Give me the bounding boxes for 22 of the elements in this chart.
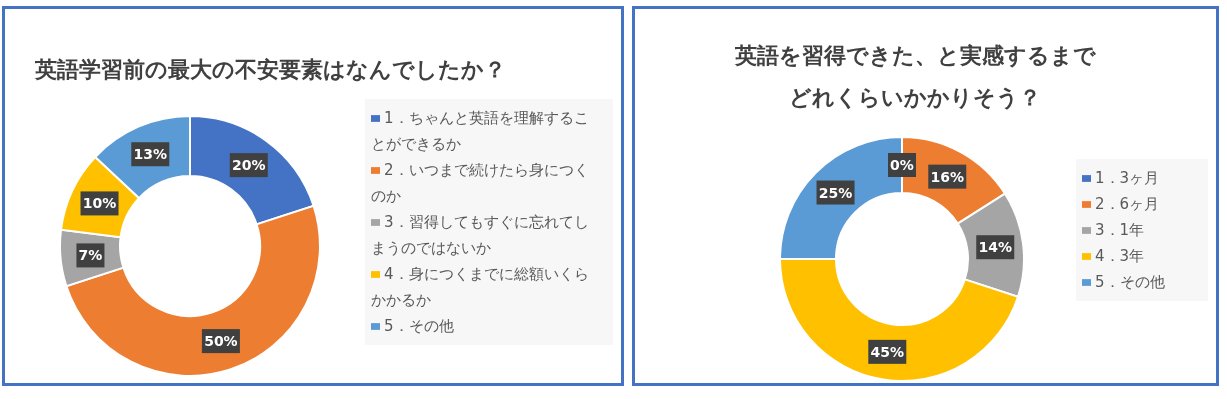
legend-label: 1．ちゃんと英語を理解することができるか — [371, 109, 589, 153]
data-label: 50% — [204, 333, 238, 350]
legend-label: 5．その他 — [1095, 273, 1165, 291]
legend-label: 5．その他 — [384, 317, 454, 335]
data-label: 16% — [930, 168, 965, 185]
text: 0% — [890, 157, 914, 173]
chart-title: 英語を習得できた、と実感するまでどれくらいかかりそう？ — [733, 42, 1097, 112]
data-label: 20% — [232, 157, 266, 174]
legend-label: 2．いつまで続けたら身につくのか — [371, 161, 589, 205]
legend-label: 1．3ヶ月 — [1095, 169, 1160, 187]
legend-label: 4．3年 — [1095, 247, 1145, 265]
legend-label: 3．1年 — [1095, 221, 1145, 239]
data-label: 25% — [818, 184, 853, 201]
data-label: 45% — [870, 343, 905, 360]
chart-title: 英語学習前の最大の不安要素はなんでしたか？ — [35, 56, 507, 84]
data-label: 10% — [82, 195, 117, 212]
data-label: 13% — [133, 146, 168, 163]
legend-label: 3．習得してもすぐに忘れてしまうのではないか — [371, 213, 589, 257]
data-label: 7% — [78, 247, 103, 264]
legend-label: 2．6ヶ月 — [1095, 195, 1160, 213]
data-label: 14% — [978, 239, 1013, 256]
legend-label: 4．身につくまでに総額いくらかかるか — [371, 265, 589, 309]
